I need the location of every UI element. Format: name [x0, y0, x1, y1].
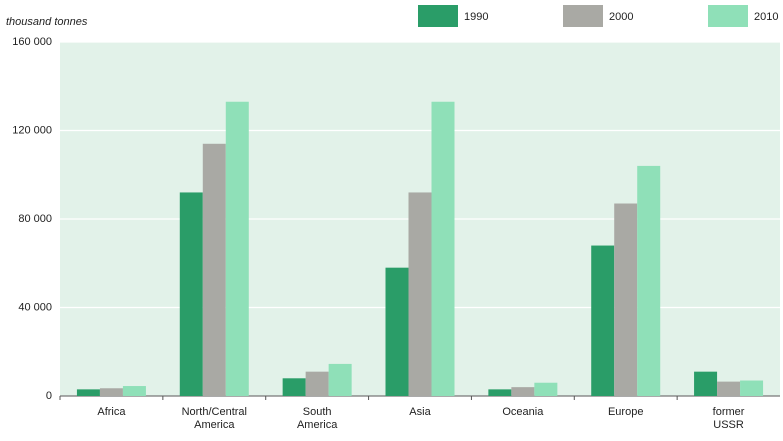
bar [511, 387, 535, 396]
legend-label: 2010 [754, 11, 778, 23]
x-tick-label: North/Central America [182, 406, 247, 431]
legend-swatch [708, 5, 748, 27]
bar [99, 388, 123, 396]
bar [614, 203, 638, 396]
bar [637, 165, 661, 396]
y-axis-label: thousand tonnes [6, 16, 88, 28]
x-tick-label: Europe [608, 406, 643, 418]
bar [122, 386, 146, 396]
bar [179, 192, 203, 396]
x-tick-label: Africa [97, 406, 126, 418]
bar [431, 101, 455, 397]
bar [76, 389, 100, 396]
bar [740, 380, 764, 396]
y-tick-label: 120 000 [12, 124, 52, 136]
bar [717, 381, 741, 396]
legend-label: 1990 [464, 11, 488, 23]
bar [488, 389, 512, 396]
y-tick-label: 40 000 [18, 301, 52, 313]
x-tick-label: former USSR [713, 406, 745, 431]
bar [282, 378, 306, 396]
bar [328, 363, 352, 396]
x-tick-label: Asia [409, 406, 431, 418]
y-tick-label: 0 [46, 390, 52, 402]
y-tick-label: 160 000 [12, 36, 52, 48]
bar [408, 192, 432, 396]
legend-swatch [563, 5, 603, 27]
bar [305, 371, 329, 396]
y-tick-label: 80 000 [18, 213, 52, 225]
bar [385, 267, 409, 396]
x-tick-label: Oceania [502, 406, 544, 418]
bar [591, 245, 615, 396]
x-tick-label: South America [297, 406, 338, 431]
bar [534, 382, 558, 396]
bar [694, 371, 718, 396]
bar [225, 101, 249, 397]
legend-swatch [418, 5, 458, 27]
bar [202, 143, 226, 396]
legend-label: 2000 [609, 11, 633, 23]
